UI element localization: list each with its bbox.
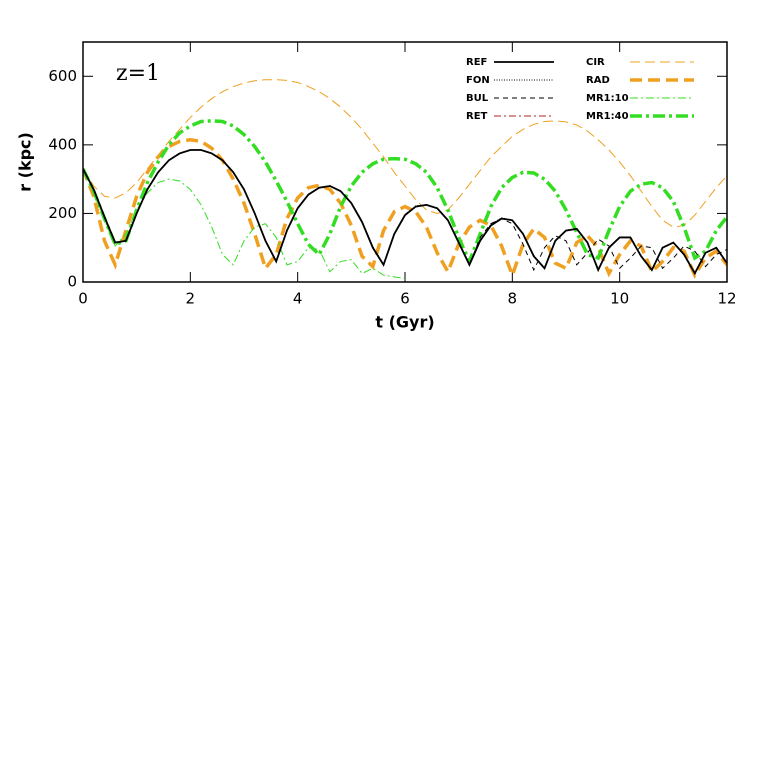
y-tick-label: 400 bbox=[48, 135, 77, 153]
series-line bbox=[83, 79, 727, 228]
y-axis-label: r (kpc) bbox=[16, 132, 35, 192]
series-line bbox=[83, 119, 727, 266]
y-tick-label: 200 bbox=[48, 204, 77, 222]
series-line bbox=[83, 137, 727, 281]
plot-frame bbox=[82, 41, 728, 283]
x-axis-label: t (Gyr) bbox=[375, 313, 434, 332]
x-tick-label: 10 bbox=[610, 290, 629, 308]
series-line bbox=[83, 149, 727, 276]
y-tick-label: 0 bbox=[67, 273, 77, 291]
x-tick-label: 4 bbox=[293, 290, 303, 308]
x-tick-label: 12 bbox=[717, 290, 736, 308]
annotation: z=1 bbox=[116, 61, 160, 86]
legend-label: MR1:40 bbox=[586, 111, 629, 122]
legend-label: MR1:10 bbox=[586, 93, 629, 104]
legend-label: BUL bbox=[466, 93, 489, 104]
legend-label: REF bbox=[466, 57, 487, 68]
y-tick-label: 600 bbox=[48, 67, 77, 85]
x-tick-label: 6 bbox=[400, 290, 410, 308]
series-line bbox=[83, 168, 406, 280]
legend-label: FON bbox=[466, 75, 490, 86]
legend-label: RET bbox=[466, 111, 488, 122]
legend-label: RAD bbox=[586, 75, 610, 86]
x-tick-label: 8 bbox=[508, 290, 518, 308]
x-tick-label: 0 bbox=[78, 290, 88, 308]
x-tick-label: 2 bbox=[186, 290, 196, 308]
legend-label: CIR bbox=[586, 57, 605, 68]
